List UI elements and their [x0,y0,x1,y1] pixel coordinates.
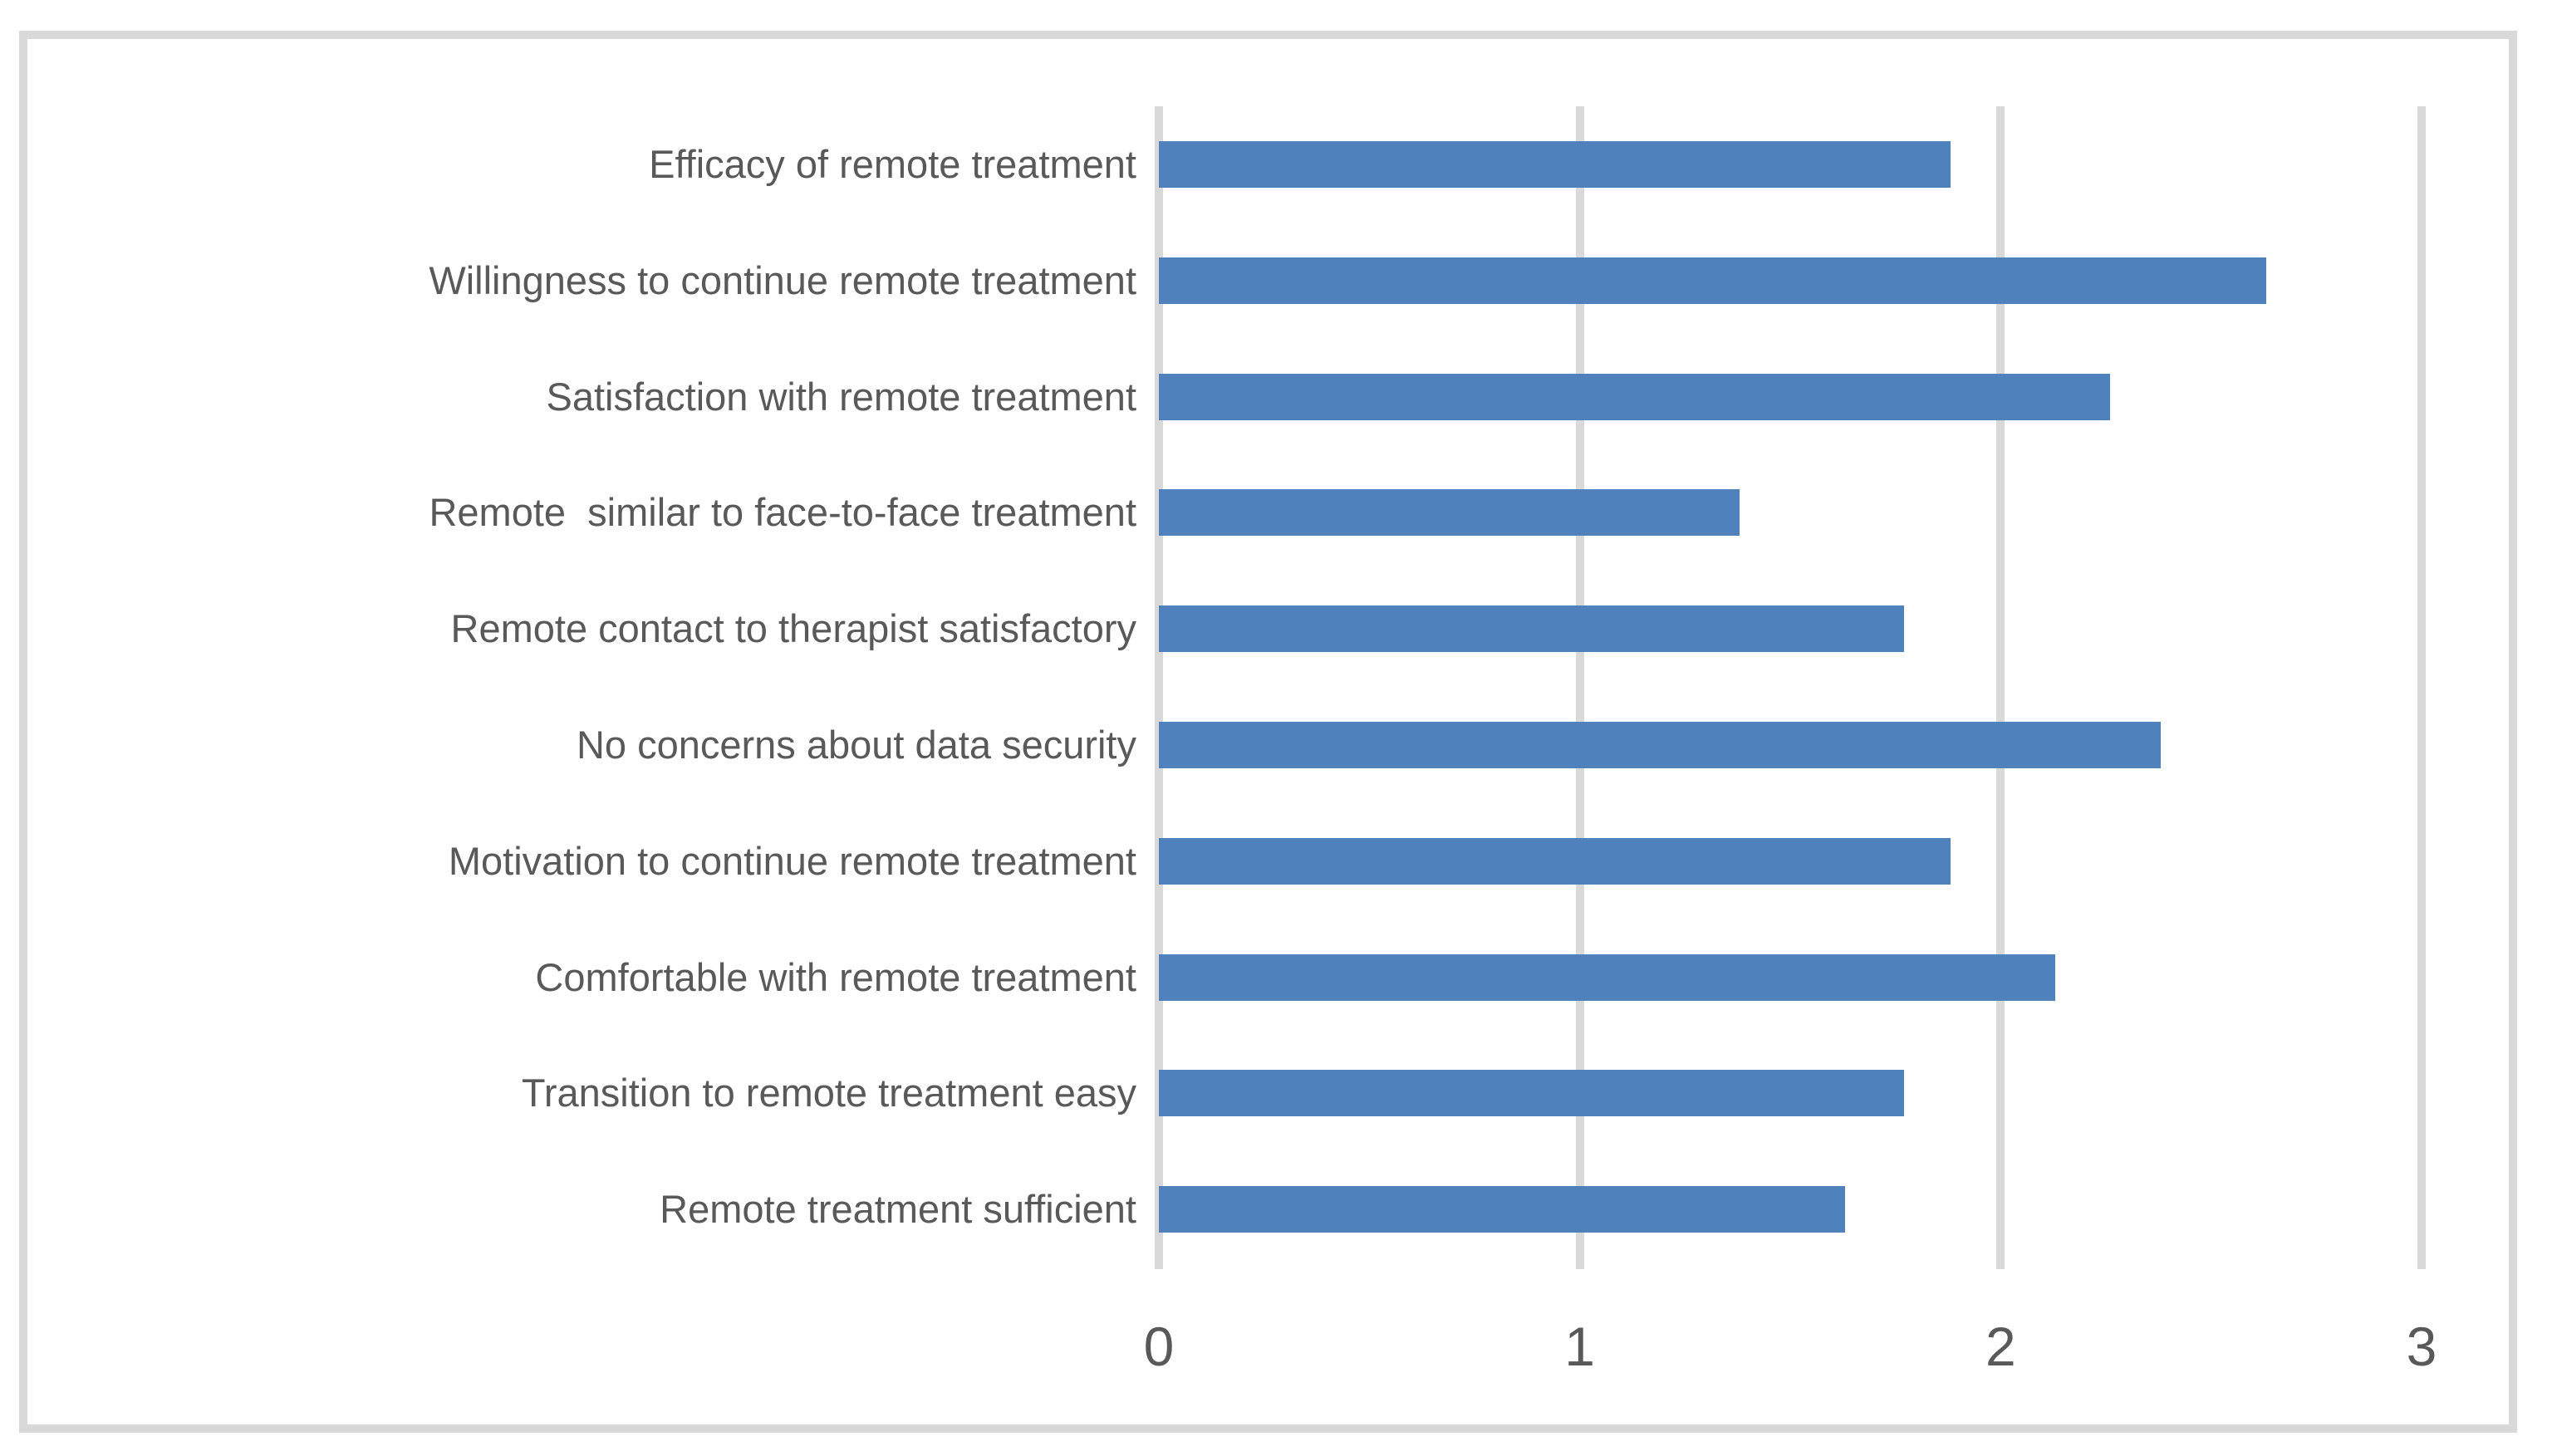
x-gridline-3 [2417,106,2426,1269]
bar-row-0 [1159,141,1951,188]
bar-row-3 [1159,489,1740,537]
bar-row-2 [1159,373,2110,420]
x-tick-label: 2 [1985,1316,2016,1377]
bar-row-5 [1159,722,2161,768]
x-gridline-0 [1155,106,1163,1269]
category-label: Comfortable with remote treatment [535,954,1136,999]
bar-row-9 [1159,1186,1845,1233]
bar-row-6 [1159,837,1951,885]
x-tick-label: 0 [1143,1316,1175,1377]
category-label: No concerns about data security [576,723,1136,767]
x-gridline-2 [1996,106,2005,1269]
category-label: Efficacy of remote treatment [649,142,1136,186]
category-label: Remote treatment sufficient [660,1187,1136,1232]
bar-row-4 [1159,605,1904,653]
bar-row-1 [1159,257,2266,304]
category-label: Willingness to continue remote treatment [429,257,1136,302]
category-label: Satisfaction with remote treatment [546,374,1136,419]
x-gridline-1 [1575,106,1584,1269]
category-label: Motivation to continue remote treatment [448,838,1136,883]
x-tick-label: 1 [1564,1316,1596,1377]
category-label: Remote similar to face-to-face treatment [429,490,1136,535]
x-tick-label: 3 [2406,1316,2437,1377]
category-label: Remote contact to therapist satisfactory [450,606,1136,651]
category-label: Transition to remote treatment easy [521,1071,1136,1115]
bar-row-8 [1159,1070,1904,1117]
bar-row-7 [1159,954,2055,1001]
